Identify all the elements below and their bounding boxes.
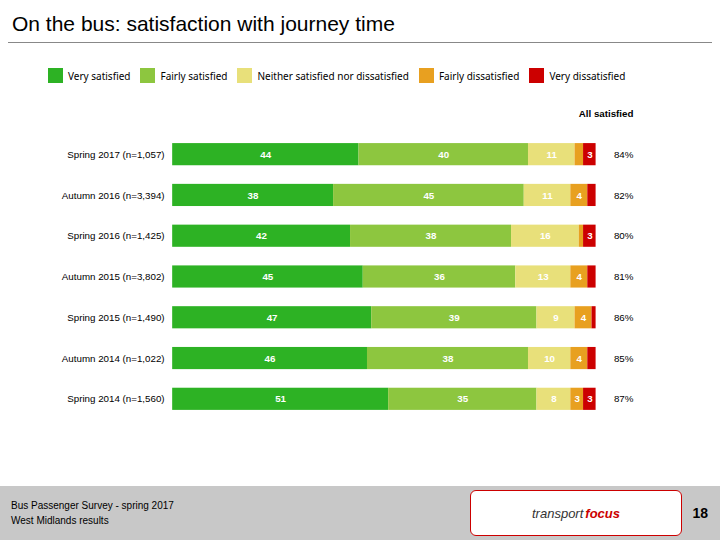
svg-text:45: 45	[262, 271, 273, 282]
svg-text:85%: 85%	[614, 353, 634, 364]
svg-text:4: 4	[577, 190, 583, 201]
svg-text:51: 51	[275, 393, 286, 404]
svg-text:Autumn 2015 (n=3,802): Autumn 2015 (n=3,802)	[62, 271, 165, 282]
html-text:On the bus: satisfaction with: On the bus: satisfaction with journey ti…	[12, 12, 395, 35]
svg-text:38: 38	[248, 190, 259, 201]
svg-text:4: 4	[577, 353, 583, 364]
svg-text:16: 16	[540, 230, 551, 241]
svg-text:11: 11	[542, 190, 553, 201]
svg-text:40: 40	[438, 149, 449, 160]
svg-text:10: 10	[544, 353, 555, 364]
html-text:Fairly dissatisfied: Fairly dissatisfied	[438, 68, 520, 83]
svg-text:82%: 82%	[614, 190, 634, 201]
svg-text:3: 3	[587, 393, 593, 404]
svg-text:39: 39	[449, 312, 460, 323]
svg-text:81%: 81%	[614, 271, 634, 282]
svg-text:3: 3	[574, 393, 580, 404]
html-text:Very satisfied: Very satisfied	[68, 68, 131, 83]
svg-text:3: 3	[587, 230, 593, 241]
svg-text:3: 3	[587, 149, 593, 160]
html-text:18: 18	[692, 505, 708, 521]
svg-text:Spring 2017 (n=1,057): Spring 2017 (n=1,057)	[67, 149, 164, 160]
svg-text:84%: 84%	[614, 149, 634, 160]
html-text:Neither satisfied nor dissatis: Neither satisfied nor dissatisfied	[257, 68, 409, 83]
svg-text:Spring 2014 (n=1,560): Spring 2014 (n=1,560)	[67, 393, 164, 404]
svg-text:38: 38	[442, 353, 453, 364]
svg-text:44: 44	[260, 149, 271, 160]
svg-text:11: 11	[547, 149, 558, 160]
html-text:Fairly satisfied: Fairly satisfied	[160, 68, 228, 83]
svg-text:45: 45	[423, 190, 434, 201]
svg-text:47: 47	[267, 312, 278, 323]
svg-text:8: 8	[551, 393, 557, 404]
html-text:Bus Passenger Survey - spring: Bus Passenger Survey - spring 2017 West …	[11, 500, 174, 526]
svg-text:38: 38	[426, 230, 437, 241]
svg-text:Spring 2016 (n=1,425): Spring 2016 (n=1,425)	[67, 230, 164, 241]
svg-text:80%: 80%	[614, 230, 634, 241]
svg-text:36: 36	[434, 271, 445, 282]
html-text:transport focus: transport focus	[532, 505, 620, 521]
svg-text:Spring 2015 (n=1,490): Spring 2015 (n=1,490)	[67, 312, 164, 323]
svg-text:35: 35	[457, 393, 468, 404]
svg-text:All satisfied: All satisfied	[579, 108, 634, 119]
html-text:Very dissatisfied: Very dissatisfied	[549, 68, 626, 83]
svg-text:4: 4	[577, 271, 583, 282]
svg-text:87%: 87%	[614, 393, 634, 404]
svg-text:42: 42	[256, 230, 267, 241]
svg-text:9: 9	[553, 312, 559, 323]
svg-text:Autumn 2014 (n=1,022): Autumn 2014 (n=1,022)	[62, 353, 165, 364]
svg-text:4: 4	[581, 312, 587, 323]
svg-text:13: 13	[538, 271, 549, 282]
svg-text:Autumn 2016 (n=3,394): Autumn 2016 (n=3,394)	[62, 190, 165, 201]
svg-text:86%: 86%	[614, 312, 634, 323]
svg-text:46: 46	[265, 353, 276, 364]
